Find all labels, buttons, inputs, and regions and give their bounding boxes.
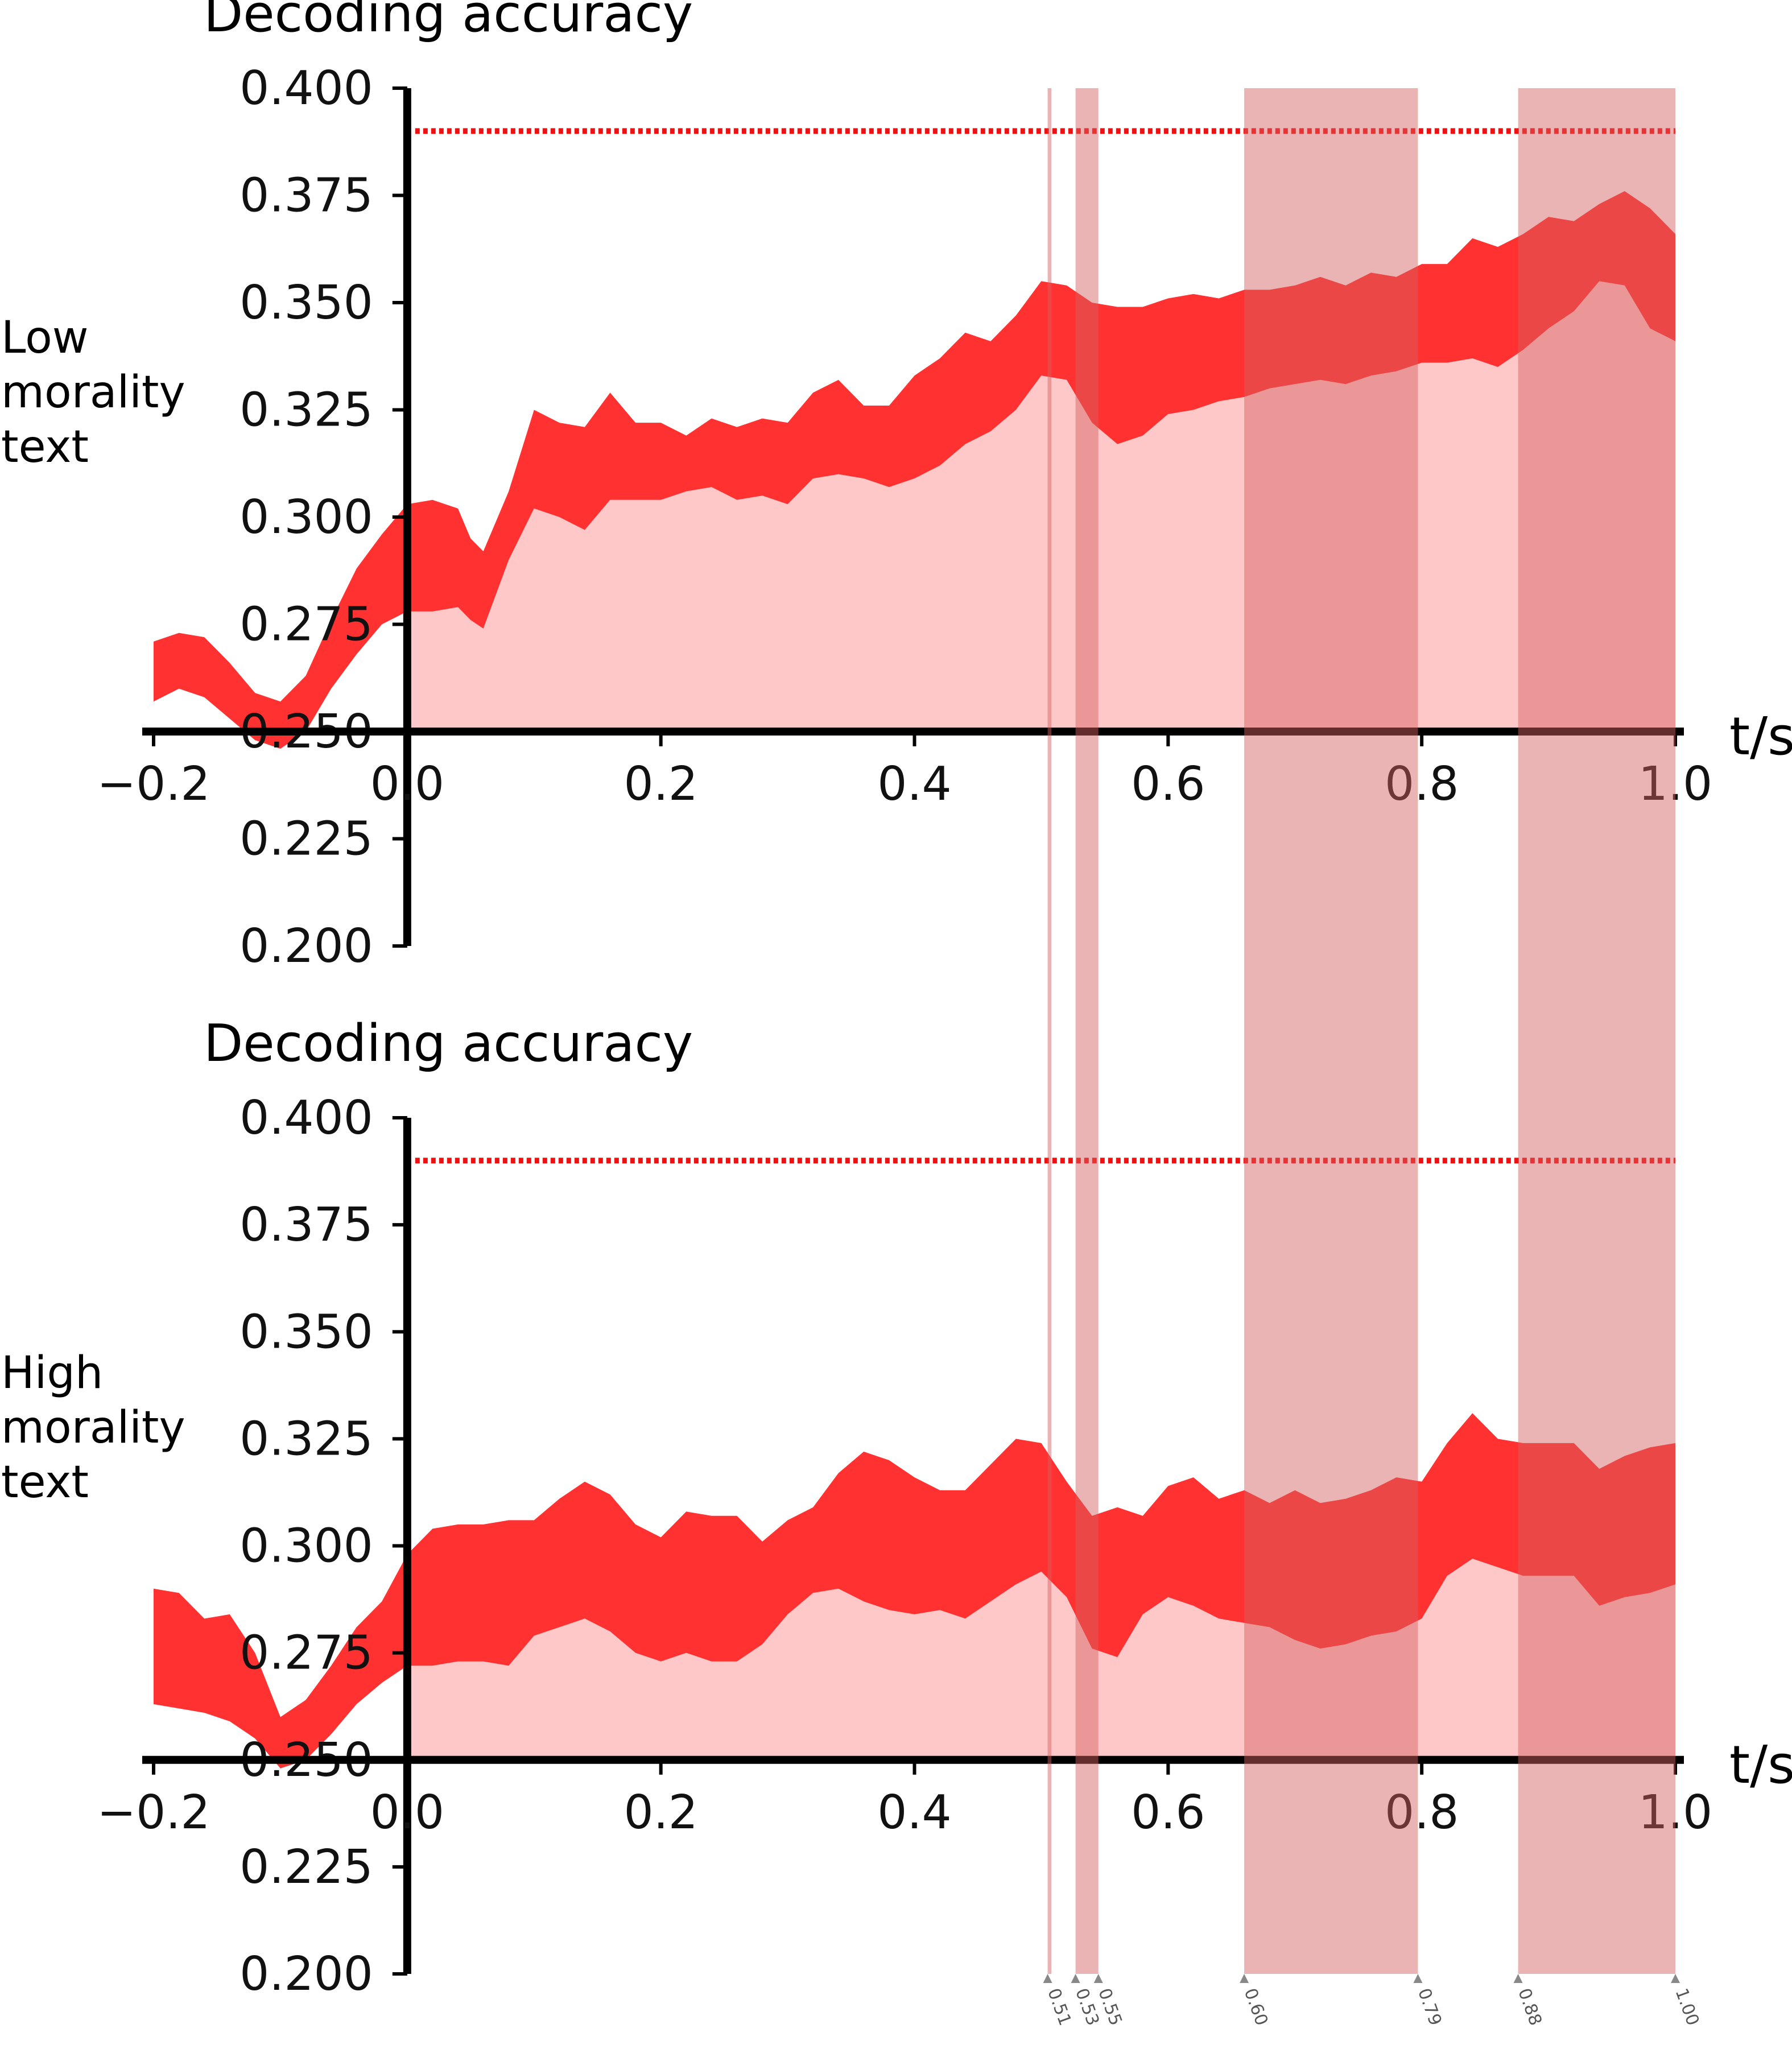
row-label-line: High <box>1 1348 103 1399</box>
y-tick-label: 0.300 <box>240 490 373 544</box>
row-label-line: text <box>1 422 89 473</box>
x-tick-label: 0.2 <box>624 757 697 811</box>
y-tick-label: 0.375 <box>240 169 373 223</box>
x-tick-label: 1.0 <box>1638 757 1712 811</box>
region-marker <box>1671 1974 1680 1983</box>
x-tick-label: 1.0 <box>1638 1786 1712 1840</box>
y-tick-label: 0.400 <box>240 1091 373 1145</box>
x-tick-label: 0.8 <box>1385 1786 1459 1840</box>
region-bound-label: 0.88 <box>1514 1986 1546 2029</box>
row-label-line: morality <box>1 367 185 418</box>
row-label-line: Low <box>1 312 89 363</box>
y-tick-label: 0.400 <box>240 61 373 115</box>
y-tick-label: 0.375 <box>240 1198 373 1252</box>
region-marker <box>1413 1974 1423 1983</box>
highlight-region <box>1075 88 1099 1974</box>
region-marker <box>1071 1974 1080 1983</box>
y-tick-label: 0.275 <box>240 598 373 652</box>
highlight-region <box>1244 88 1418 1974</box>
x-tick-label: 0.6 <box>1131 1786 1205 1840</box>
region-bound-label: 0.51 <box>1043 1986 1075 2029</box>
highlight-region <box>1047 88 1052 1974</box>
x-tick-label: −0.2 <box>97 1786 210 1840</box>
region-marker <box>1513 1974 1523 1983</box>
panel-title: Decoding accuracy <box>204 0 693 44</box>
area-fill <box>407 281 1675 732</box>
x-tick-label: 0.4 <box>877 757 951 811</box>
x-axis-unit: t/s <box>1729 1734 1792 1795</box>
x-tick-label: 0.6 <box>1131 757 1205 811</box>
row-label-line: text <box>1 1457 89 1508</box>
row-label-line: morality <box>1 1402 185 1453</box>
x-tick-label: 0.2 <box>624 1786 697 1840</box>
panel-2: 0.2000.2250.2500.2750.3000.3250.3500.375… <box>1 1014 1792 2001</box>
y-tick-label: 0.350 <box>240 1305 373 1359</box>
y-tick-label: 0.325 <box>240 383 373 437</box>
y-tick-label: 0.300 <box>240 1519 373 1573</box>
y-tick-label: 0.275 <box>240 1626 373 1680</box>
x-tick-label: −0.2 <box>97 757 210 811</box>
y-tick-label: 0.225 <box>240 1840 373 1894</box>
accuracy-band <box>154 1413 1675 1769</box>
y-tick-label: 0.325 <box>240 1412 373 1466</box>
highlight-region <box>1518 88 1675 1974</box>
x-tick-label: 0.0 <box>370 757 444 811</box>
region-bound-label: 0.60 <box>1240 1986 1272 2029</box>
x-tick-label: 0.4 <box>877 1786 951 1840</box>
region-marker <box>1043 1974 1052 1983</box>
region-marker <box>1093 1974 1103 1983</box>
y-tick-label: 0.200 <box>240 919 373 973</box>
region-bound-label: 1.00 <box>1671 1986 1703 2029</box>
region-bound-label: 0.79 <box>1414 1986 1446 2029</box>
panel-title: Decoding accuracy <box>204 1014 693 1073</box>
panel-1: 0.2000.2250.2500.2750.3000.3250.3500.375… <box>1 0 1792 973</box>
accuracy-band <box>154 191 1675 749</box>
y-tick-label: 0.200 <box>240 1947 373 2001</box>
x-tick-label: 0.0 <box>370 1786 444 1840</box>
x-tick-label: 0.8 <box>1385 757 1459 811</box>
y-tick-label: 0.225 <box>240 812 373 866</box>
x-axis-unit: t/s <box>1729 706 1792 767</box>
y-tick-label: 0.350 <box>240 276 373 330</box>
region-marker <box>1240 1974 1249 1983</box>
area-fill <box>407 1559 1675 1760</box>
highlight-regions: 0.510.530.55 0.60 0.79 0.88 1.00 <box>1043 88 1703 2029</box>
